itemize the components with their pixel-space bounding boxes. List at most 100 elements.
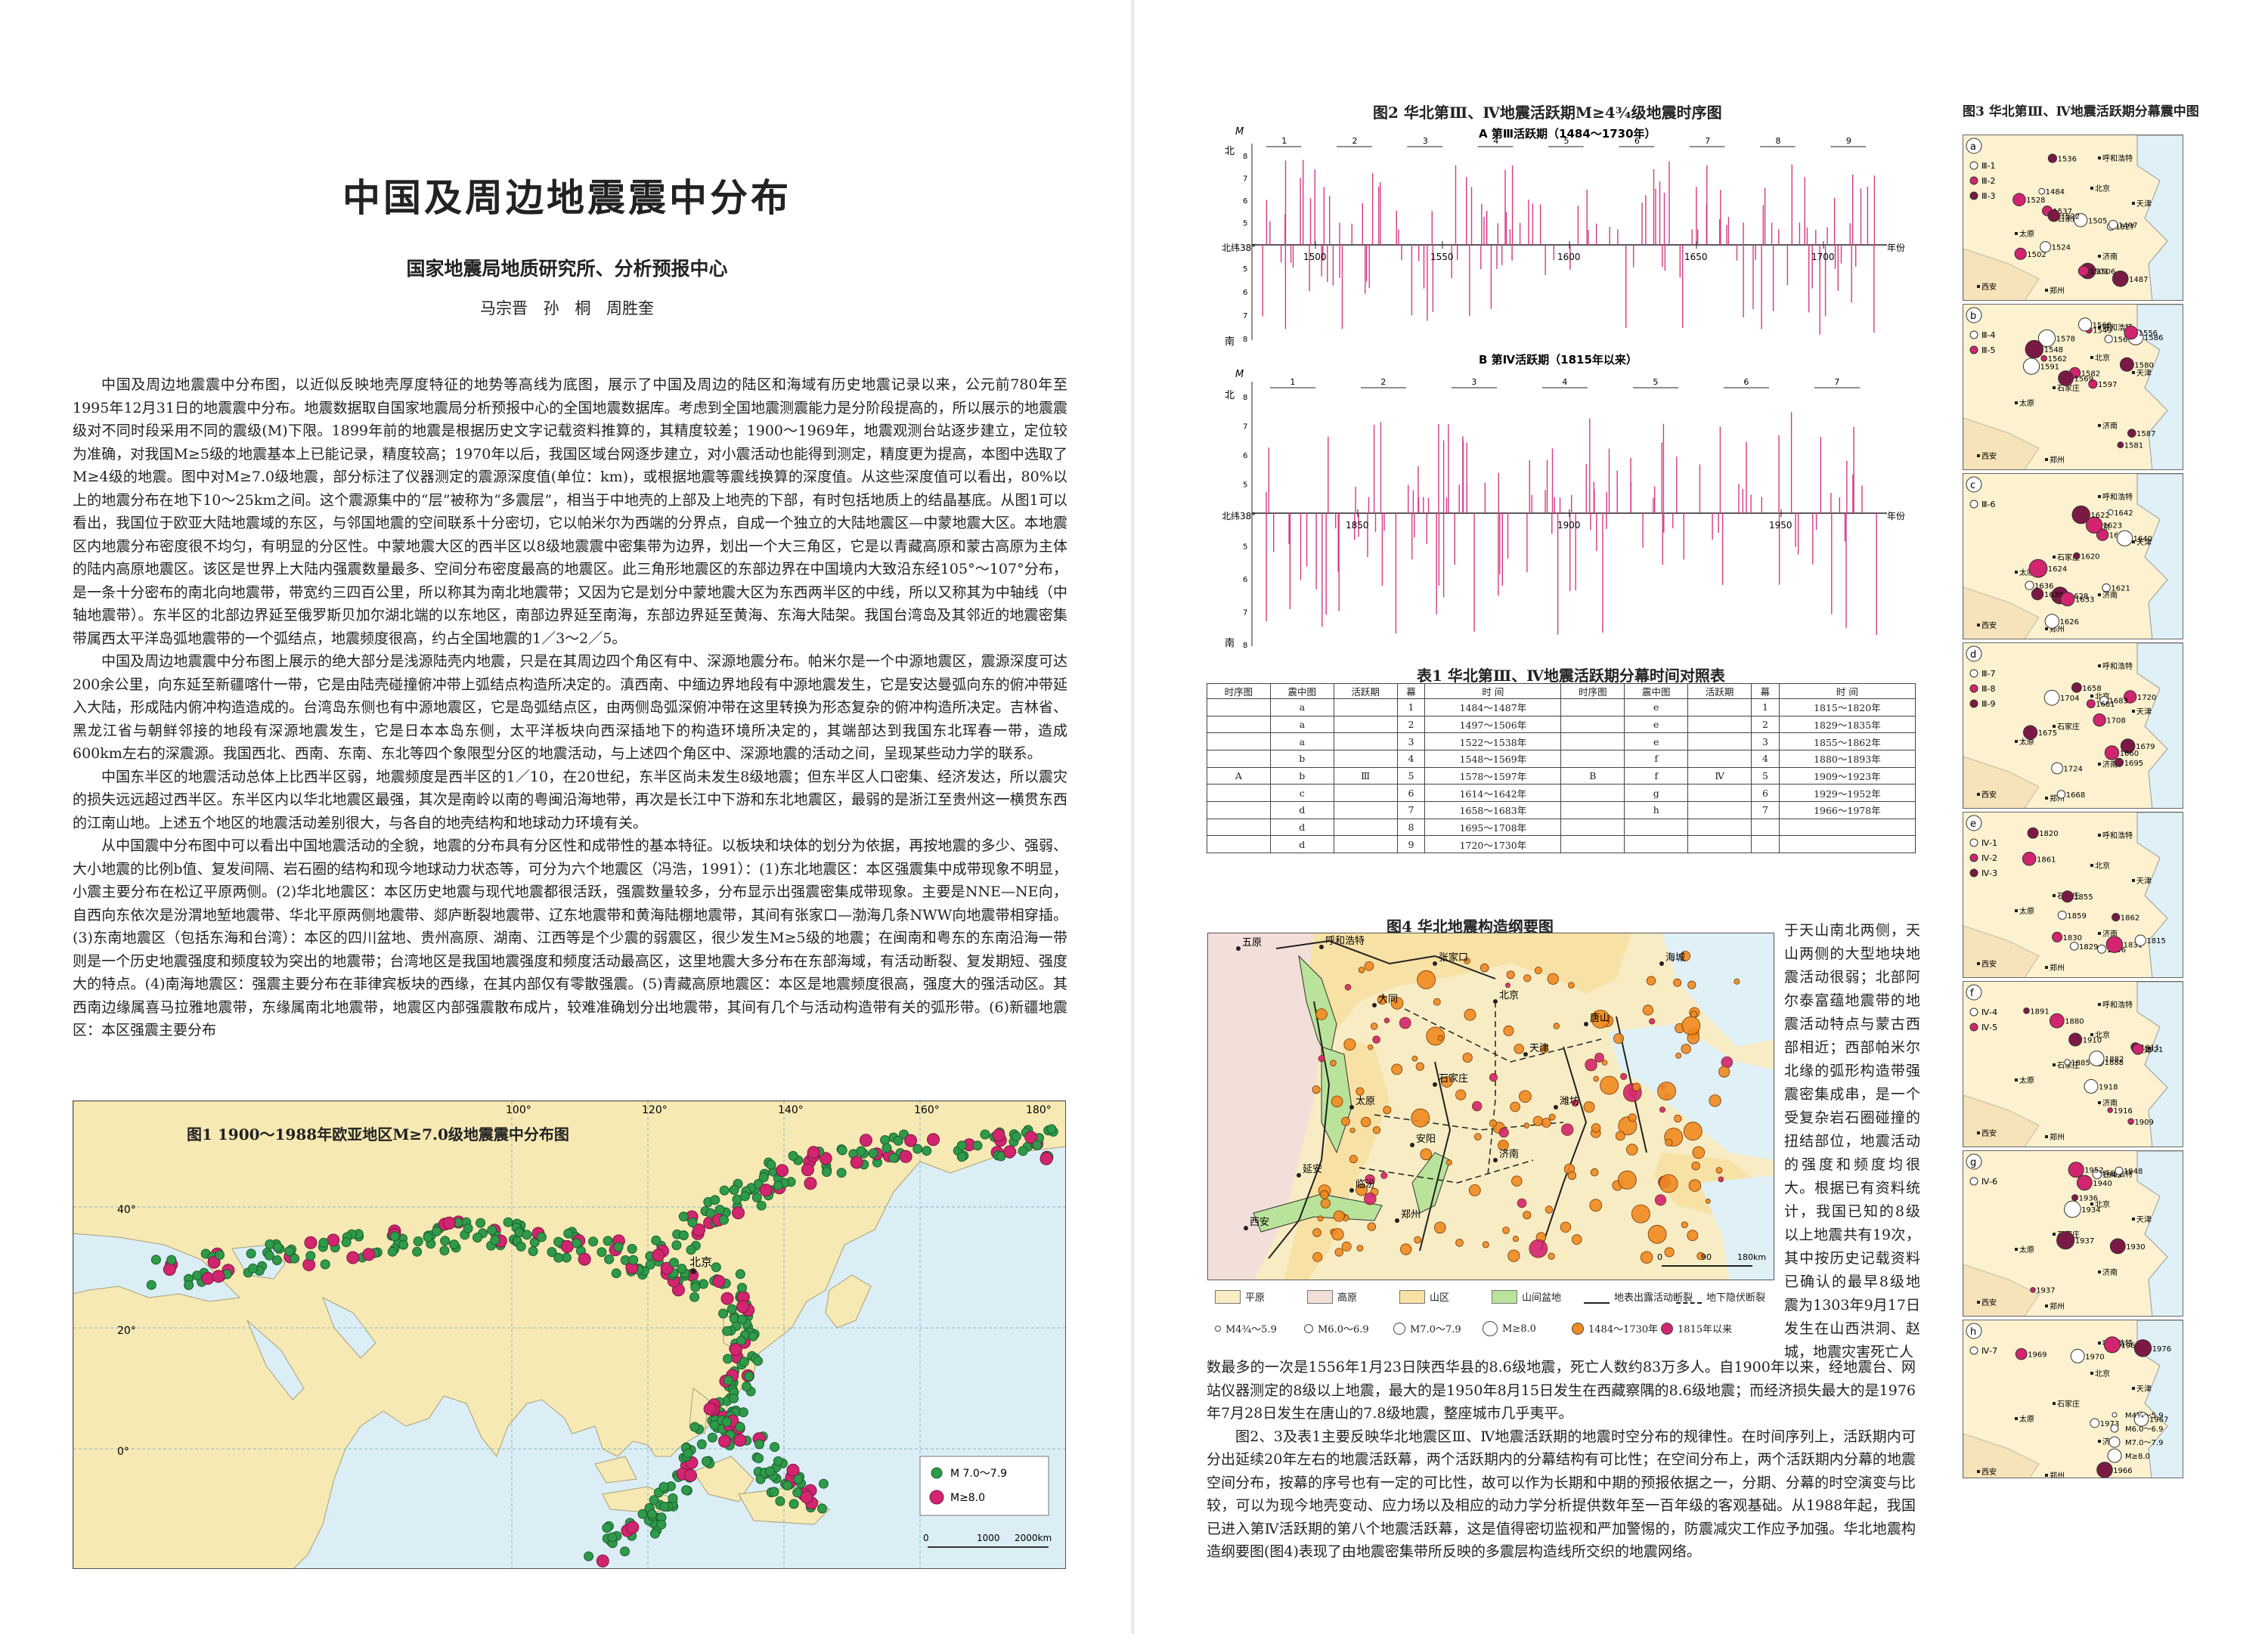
quake-year: 1937 [2075, 1237, 2094, 1246]
epicenter-dot [912, 1143, 923, 1154]
legend-mag-item: M≥8.0 [1483, 1321, 1536, 1336]
city-label: 西安 [1981, 790, 1997, 800]
quake-marker [2097, 944, 2106, 954]
quake-year: 1581 [2124, 442, 2143, 450]
scale-0: 0 [923, 1533, 929, 1543]
quake-marker [1560, 1221, 1572, 1233]
quake-marker [1356, 1245, 1364, 1252]
epicenter-dot [703, 1402, 717, 1416]
quake-marker [2047, 209, 2061, 222]
city-label: 天津 [2136, 707, 2152, 716]
epicenter-dot [412, 1246, 423, 1257]
quake-marker [1628, 1113, 1637, 1122]
th-map-right: 震中图 [1624, 683, 1689, 699]
quake-marker [2088, 379, 2098, 389]
quake-marker [1472, 1100, 1483, 1112]
quake-marker [2076, 1174, 2093, 1191]
quake-marker [1631, 1204, 1650, 1224]
episode-number: 3 [1423, 136, 1428, 146]
main-article-text: 中国及周边地震震中分布图，以近似反映地壳厚度特征的地势等高线为底图，展示了中国及… [73, 373, 1067, 1042]
quake-marker [2015, 1348, 2028, 1360]
quake-year: 1537 [2053, 208, 2072, 216]
quake-marker [2133, 1411, 2149, 1427]
quake-marker [1688, 1179, 1702, 1192]
epicenter-dot [748, 1331, 758, 1342]
quake-year: 1628 [2069, 593, 2088, 601]
quake-marker [1665, 1138, 1673, 1147]
quake-marker [2071, 682, 2082, 693]
panel-id: c [1970, 480, 1975, 491]
quake-marker [1437, 1035, 1443, 1041]
epicenter-dot [788, 1150, 798, 1161]
epicenter-dot [440, 1236, 451, 1246]
city-label: 郑州 [2050, 286, 2065, 296]
epicenter-dot [669, 1258, 679, 1268]
quake-marker [2027, 827, 2039, 839]
legend-swatch [1584, 1290, 1610, 1304]
epicenter-dot [770, 1442, 780, 1452]
quake-marker [2092, 1169, 2102, 1180]
land-area [1963, 586, 2040, 639]
quake-marker [2115, 1166, 2124, 1175]
epicenter-dot [737, 1314, 748, 1325]
quake-marker [2057, 910, 2067, 920]
table-cell [1687, 732, 1752, 750]
panel-id-circle [1966, 984, 1982, 1001]
sea-area [2136, 812, 2183, 977]
legend-item: 平原 [1215, 1289, 1265, 1304]
episode-number: 5 [1653, 377, 1658, 387]
city-marker [2098, 1440, 2101, 1443]
epicenter-dot [754, 1453, 764, 1463]
epicenter-dot [604, 1254, 615, 1264]
quake-marker [1367, 1222, 1377, 1231]
quake-year: 1622 [2090, 512, 2109, 520]
epicenter-dot [192, 1270, 203, 1281]
figure-2b-timeseries: B 第Ⅳ活跃期（1815年以来） 北 南 M 北纬38° 年份 8 7 6 5 5 6 7 8… [1222, 351, 1917, 650]
quake-marker [1464, 1008, 1476, 1021]
place-marker [1244, 1226, 1248, 1230]
city-label: 呼和浩特 [2102, 831, 2133, 840]
quake-marker [1594, 1052, 1604, 1063]
epicenter-dot [304, 1236, 318, 1249]
th-period-right: 活跃期 [1687, 683, 1752, 699]
quake-year: 1695 [2124, 760, 2143, 768]
place-label: 海城 [1665, 952, 1685, 964]
epicenter-dot [740, 1191, 750, 1202]
place-label: 五原 [1242, 937, 1262, 949]
city-marker [1977, 1131, 1980, 1134]
quake-marker [1445, 1159, 1452, 1166]
city-marker [2098, 664, 2101, 667]
city-marker [1977, 1470, 1980, 1473]
place-marker [1659, 961, 1664, 966]
legend-label: 山区 [1430, 1292, 1450, 1304]
epicenter-dot [516, 1241, 526, 1252]
quake-marker [2124, 325, 2138, 340]
quake-year: 1536 [2058, 156, 2077, 164]
table-cell: e [1624, 698, 1689, 716]
epicenter-dot [476, 1218, 486, 1228]
epicenter-dot [696, 1439, 707, 1450]
authors: 马宗晋 孙 桐 周胜奎 [479, 299, 655, 317]
epicenter-dot [714, 1205, 725, 1215]
place-marker [1433, 961, 1437, 966]
quake-marker [1498, 1127, 1509, 1138]
epicenter-dot [856, 1146, 866, 1156]
episode-number: 9 [1846, 136, 1851, 146]
quake-marker [2078, 317, 2093, 332]
legend-symbol [1969, 868, 1978, 877]
quake-year: 1502 [2027, 251, 2046, 259]
city-marker [2090, 864, 2093, 867]
table-row: a 2 1497～1506年 e 2 1829～1835年 [1207, 715, 1916, 734]
quake-marker [2031, 587, 2044, 601]
quake-year: 1831 [2124, 942, 2143, 950]
table-cell: 1909～1923年 [1778, 766, 1916, 785]
epicenter-dot [1032, 1140, 1043, 1150]
legend-mag-circle [1393, 1322, 1405, 1335]
quake-marker [1482, 1241, 1489, 1249]
quake-marker [1589, 1199, 1603, 1212]
place-label: 郑州 [1401, 1209, 1421, 1221]
quake-year: 1527 [2115, 224, 2134, 232]
quake-year: 1724 [2063, 766, 2082, 774]
quake-marker [1585, 1058, 1597, 1072]
